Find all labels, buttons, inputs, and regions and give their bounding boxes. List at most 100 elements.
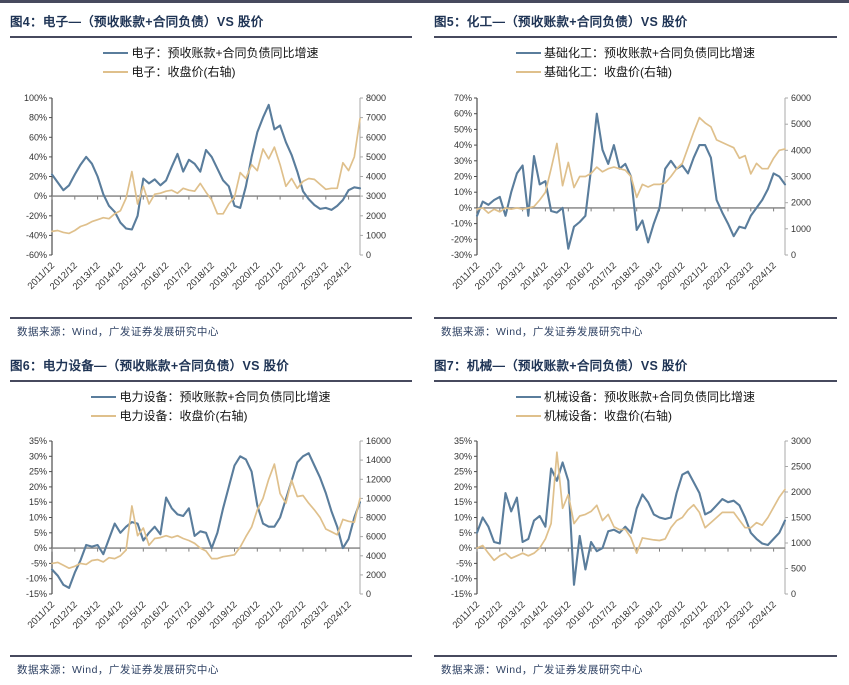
svg-text:15%: 15% [453,497,471,507]
svg-text:2000: 2000 [791,198,811,208]
svg-text:12000: 12000 [366,474,391,484]
svg-text:-5%: -5% [455,558,471,568]
legend-item: 基础化工：预收账款+合同负债同比增速 [515,44,755,63]
svg-text:5%: 5% [34,528,47,538]
figure5-panel: 图5：化工—（预收账款+合同负债）VS 股价 基础化工：预收账款+合同负债同比增… [424,0,849,347]
svg-text:60%: 60% [453,109,471,119]
price-line-marker-icon [515,414,541,417]
svg-text:0%: 0% [34,543,47,553]
svg-text:2000: 2000 [366,211,386,221]
svg-text:30%: 30% [29,451,47,461]
svg-text:-10%: -10% [450,219,471,229]
price-line-marker-icon [91,414,117,417]
growth-line-marker-icon [515,52,541,55]
source-note: 数据来源：Wind，广发证券发展研究中心 [434,655,837,685]
legend-item: 电力设备：预收账款+合同负债同比增速 [91,388,331,407]
legend-item: 基础化工：收盘价(右轴) [515,63,755,82]
svg-text:8000: 8000 [366,93,386,103]
price-line-marker-icon [103,70,129,73]
legend-item: 机械设备：收盘价(右轴) [515,407,755,426]
svg-text:40%: 40% [453,140,471,150]
figure7-chart-canvas: 35% 30% 25% 20% 15% 10% 5% 0% -5% -10% -15% 3000 250… [450,436,811,631]
svg-text:-60%: -60% [26,250,47,260]
svg-text:35%: 35% [453,436,471,446]
svg-text:3000: 3000 [366,191,386,201]
svg-text:-20%: -20% [450,234,471,244]
svg-text:35%: 35% [29,436,47,446]
legend-label: 电子：预收账款+合同负债同比增速 [131,46,319,60]
svg-text:70%: 70% [453,93,471,103]
svg-text:500: 500 [791,564,806,574]
svg-text:2000: 2000 [791,487,811,497]
svg-text:6000: 6000 [366,132,386,142]
legend-label: 电力设备：预收账款+合同负债同比增速 [119,390,331,404]
figure7-chart: 35% 30% 25% 20% 15% 10% 5% 0% -5% -10% -15% 3000 250… [434,425,837,655]
svg-text:-40%: -40% [26,230,47,240]
svg-text:30%: 30% [453,156,471,166]
source-note: 数据来源：Wind，广发证券发展研究中心 [10,655,412,685]
svg-text:-15%: -15% [450,589,471,599]
svg-text:40%: 40% [29,152,47,162]
svg-text:10%: 10% [453,513,471,523]
svg-text:1000: 1000 [791,538,811,548]
svg-text:4000: 4000 [366,551,386,561]
figure7-legend: 机械设备：预收账款+合同负债同比增速 机械设备：收盘价(右轴) [515,388,755,426]
figure6-legend: 电力设备：预收账款+合同负债同比增速 电力设备：收盘价(右轴) [91,388,331,425]
legend-label: 机械设备：预收账款+合同负债同比增速 [543,390,755,404]
figure5-title: 图5：化工—（预收账款+合同负债）VS 股价 [434,7,837,38]
svg-text:50%: 50% [453,124,471,134]
legend-item: 电子：收盘价(右轴) [103,63,318,82]
svg-text:2500: 2500 [791,462,811,472]
svg-text:15%: 15% [29,497,47,507]
svg-text:25%: 25% [453,467,471,477]
figure5-chart-canvas: 70% 60% 50% 40% 30% 20% 10% 0% -10% -20% -30% 6000 5… [450,93,811,292]
svg-text:-10%: -10% [450,574,471,584]
legend-label: 基础化工：收盘价(右轴) [543,64,672,79]
svg-text:60%: 60% [29,132,47,142]
svg-text:0%: 0% [458,543,471,553]
figure4-panel: 图4：电子—（预收账款+合同负债）VS 股价 电子：预收账款+合同负债同比增速 … [0,0,424,347]
figure4-legend: 电子：预收账款+合同负债同比增速 电子：收盘价(右轴) [103,44,319,82]
source-note: 数据来源：Wind，广发证券发展研究中心 [10,317,412,347]
svg-text:5000: 5000 [791,119,811,129]
legend-label: 电力设备：收盘价(右轴) [119,408,248,423]
svg-text:20%: 20% [29,172,47,182]
legend-item: 机械设备：预收账款+合同负债同比增速 [515,388,755,407]
svg-text:10%: 10% [29,513,47,523]
figure4-title: 图4：电子—（预收账款+合同负债）VS 股价 [10,7,412,38]
svg-text:16000: 16000 [366,436,391,446]
svg-text:0: 0 [366,250,371,260]
svg-text:-5%: -5% [31,558,47,568]
figure7-title: 图7：机械—（预收账款+合同负债）VS 股价 [434,351,837,382]
price-line-marker-icon [515,70,541,73]
svg-text:-20%: -20% [26,211,47,221]
svg-text:1500: 1500 [791,513,811,523]
svg-text:6000: 6000 [791,93,811,103]
svg-text:-15%: -15% [26,589,47,599]
legend-item: 电子：预收账款+合同负债同比增速 [103,44,319,63]
figure5-chart: 70% 60% 50% 40% 30% 20% 10% 0% -10% -20% -30% 6000 5… [434,81,837,317]
svg-text:-30%: -30% [450,250,471,260]
figure7-panel: 图7：机械—（预收账款+合同负债）VS 股价 机械设备：预收账款+合同负债同比增… [424,347,849,685]
source-note: 数据来源：Wind，广发证券发展研究中心 [434,317,837,347]
svg-text:20%: 20% [453,172,471,182]
figure6-title: 图6：电力设备—（预收账款+合同负债）VS 股价 [10,351,412,382]
svg-text:4000: 4000 [366,172,386,182]
svg-text:25%: 25% [29,467,47,477]
svg-text:0: 0 [366,589,371,599]
figure4-chart: 100% 80% 60% 40% 20% 0% -20% -40% -60% 8000 7000 60… [10,81,412,317]
svg-text:10000: 10000 [366,493,391,503]
legend-label: 电子：收盘价(右轴) [131,64,236,79]
svg-text:5000: 5000 [366,152,386,162]
svg-text:5%: 5% [458,528,471,538]
svg-text:2000: 2000 [366,570,386,580]
svg-text:1000: 1000 [366,230,386,240]
growth-line-marker-icon [91,396,117,399]
svg-text:20%: 20% [29,482,47,492]
svg-text:3000: 3000 [791,172,811,182]
svg-text:7000: 7000 [366,113,386,123]
growth-line-marker-icon [103,52,129,55]
svg-text:0%: 0% [458,203,471,213]
figure5-legend: 基础化工：预收账款+合同负债同比增速 基础化工：收盘价(右轴) [515,44,755,82]
